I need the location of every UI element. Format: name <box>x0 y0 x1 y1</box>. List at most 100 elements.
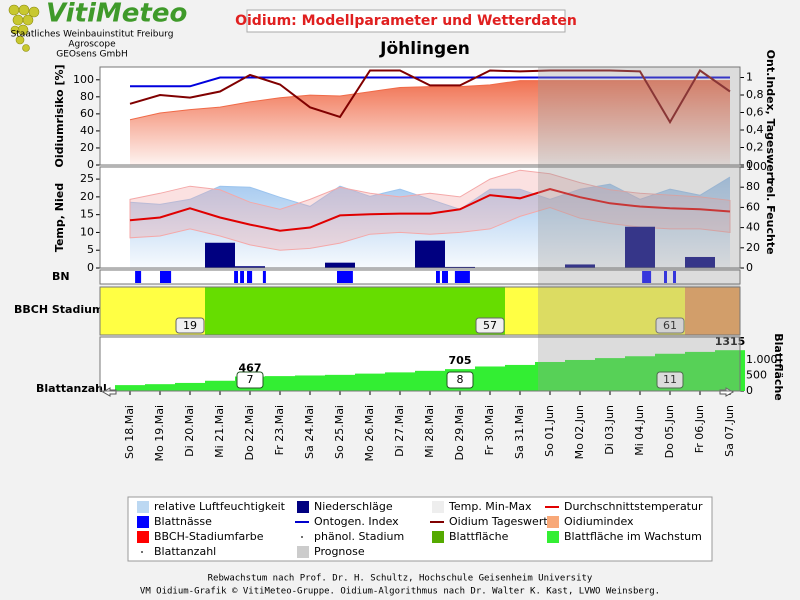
y2-axis-label: Blattfläche <box>772 333 785 400</box>
line <box>129 69 731 125</box>
bar <box>565 264 595 268</box>
x-tick-label: Mi 28.Mai <box>423 405 436 458</box>
area <box>130 80 730 165</box>
leaf-wetness <box>160 271 172 283</box>
logo-grapes <box>8 4 40 52</box>
institution: Agroscope <box>68 40 116 50</box>
bar <box>325 262 355 268</box>
y2-axis-label: rel. Feuchte <box>764 180 777 254</box>
scroll-right <box>719 387 735 397</box>
x-tick-label: So 18.Mai <box>123 405 136 459</box>
y2-axis-label: Ont.Index, Tageswert <box>764 50 777 183</box>
legend-label: Blattanzahl <box>154 545 216 558</box>
leaf-count-box <box>446 371 474 389</box>
y-tick-label: 100 <box>73 73 94 86</box>
y-tick-label: 20 <box>80 141 94 154</box>
x-tick-label: So 25.Mai <box>333 405 346 459</box>
x-tick-label: Do 29.Mai <box>453 405 466 460</box>
legend-label: Blattfläche <box>449 530 509 543</box>
legend-swatch <box>547 516 559 528</box>
leaf-wetness <box>234 271 238 283</box>
leaf-area <box>475 366 505 391</box>
plot-border <box>99 336 741 392</box>
x-tick-label: Mi 04.Jun <box>633 405 646 456</box>
y-tick-label: 20 <box>746 241 760 254</box>
x-tick-label: Mo 02.Jun <box>573 405 586 459</box>
x-tick-label: Fr 30.Mai <box>483 405 496 455</box>
legend-label: phänol. Stadium <box>314 530 404 543</box>
legend-label: Durchschnittstemperatur <box>564 500 703 513</box>
legend-swatch <box>137 531 149 543</box>
prognosis <box>538 67 740 391</box>
location: Jöhlingen <box>379 39 470 59</box>
x-tick-label: Mi 21.Mai <box>213 405 226 458</box>
bbch-phase <box>205 287 505 335</box>
stage-label: 19 <box>183 319 197 332</box>
legend-swatch <box>297 546 309 558</box>
y-tick-label: 10 <box>80 225 94 238</box>
bbch-phase <box>685 287 740 335</box>
legend-label: Niederschläge <box>314 500 393 513</box>
y-tick-label: 0,8 <box>746 88 764 101</box>
leaf-wetness <box>642 271 652 283</box>
legend-label: BBCH-Stadiumfarbe <box>154 530 264 543</box>
legend-swatch <box>432 531 444 543</box>
x-tick-label: Mo 19.Mai <box>153 405 166 462</box>
leaf-area <box>325 374 355 391</box>
legend-label: Blattnässe <box>154 515 212 528</box>
bar <box>205 242 235 268</box>
legend-box <box>127 496 713 562</box>
leaf-area <box>595 358 625 391</box>
bar <box>445 266 475 268</box>
legend-label: Temp. Min-Max <box>448 500 532 513</box>
leaf-count: 7 <box>247 373 254 386</box>
y-tick-label: 15 <box>80 208 94 221</box>
legend-swatch <box>432 501 444 513</box>
bar <box>415 240 445 268</box>
y-tick-label: 0,6 <box>746 106 764 119</box>
legend-swatch <box>297 501 309 513</box>
area-line <box>129 176 731 210</box>
y-tick-label: 60 <box>746 200 760 213</box>
leaf-area <box>175 382 205 391</box>
panel-label: Blattanzahl <box>36 382 107 395</box>
data-label: 467 <box>239 362 262 375</box>
x-tick-label: Mo 26.Mai <box>363 405 376 462</box>
leaf-area <box>265 376 295 391</box>
leaf-area <box>115 385 145 391</box>
y-tick-label: 1.000 <box>746 353 778 366</box>
stage-label: 57 <box>483 319 497 332</box>
plot-border <box>99 166 741 269</box>
legend-label: relative Luftfeuchtigkeit <box>154 500 286 513</box>
leaf-wetness <box>247 271 253 283</box>
stage-box <box>475 317 505 334</box>
stage-label: 61 <box>663 319 677 332</box>
stage-box <box>175 317 205 334</box>
line <box>130 76 730 88</box>
leaf-wetness <box>262 271 266 283</box>
leaf-wetness <box>442 271 448 283</box>
x-tick-label: Di 03.Jun <box>603 405 616 455</box>
bbch-phase <box>505 287 685 335</box>
x-tick-label: Sa 24.Mai <box>303 405 316 459</box>
y-tick-label: 0 <box>87 261 94 274</box>
legend-label: Ontogen. Index <box>314 515 399 528</box>
line <box>129 187 731 232</box>
leaf-wetness <box>135 271 142 283</box>
plot-border <box>99 269 741 285</box>
chart-title: Oidium: Modellparameter und Wetterdaten <box>235 13 577 29</box>
x-tick-label: Do 05.Jun <box>663 405 676 458</box>
data-label: 1315 <box>715 335 746 348</box>
leaf-count: 11 <box>663 373 677 386</box>
leaf-area <box>295 375 325 391</box>
y-tick-label: 0 <box>746 384 753 397</box>
leaf-area <box>385 372 415 391</box>
leaf-area <box>355 373 385 391</box>
y-tick-label: 500 <box>746 368 767 381</box>
x-tick-label: So 01.Jun <box>543 405 556 457</box>
x-tick-label: Do 22.Mai <box>243 405 256 460</box>
footer: Rebwachstum nach Prof. Dr. H. Schultz, H… <box>208 574 593 584</box>
leaf-area <box>505 364 535 391</box>
x-tick-label: Di 27.Mai <box>393 405 406 457</box>
